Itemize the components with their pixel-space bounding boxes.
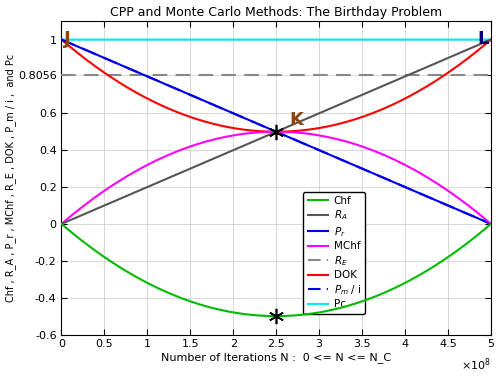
Text: L: L bbox=[478, 30, 489, 48]
X-axis label: Number of Iterations N :  0 <= N <= N_C: Number of Iterations N : 0 <= N <= N_C bbox=[161, 352, 392, 363]
Legend: Chf, $R_A$, $P_r$, MChf, $R_E$, DOK, $P_m$ / i, Pc: Chf, $R_A$, $P_r$, MChf, $R_E$, DOK, $P_… bbox=[304, 192, 366, 314]
Title: CPP and Monte Carlo Methods: The Birthday Problem: CPP and Monte Carlo Methods: The Birthda… bbox=[110, 6, 442, 18]
Y-axis label: Chf , R_A , P_r , MChf , R_E , DOK , P_m / i ,  and Pc: Chf , R_A , P_r , MChf , R_E , DOK , P_m… bbox=[6, 54, 16, 302]
Text: K: K bbox=[289, 110, 303, 129]
Text: $\times10^8$: $\times10^8$ bbox=[461, 357, 491, 373]
Text: J: J bbox=[64, 30, 70, 48]
